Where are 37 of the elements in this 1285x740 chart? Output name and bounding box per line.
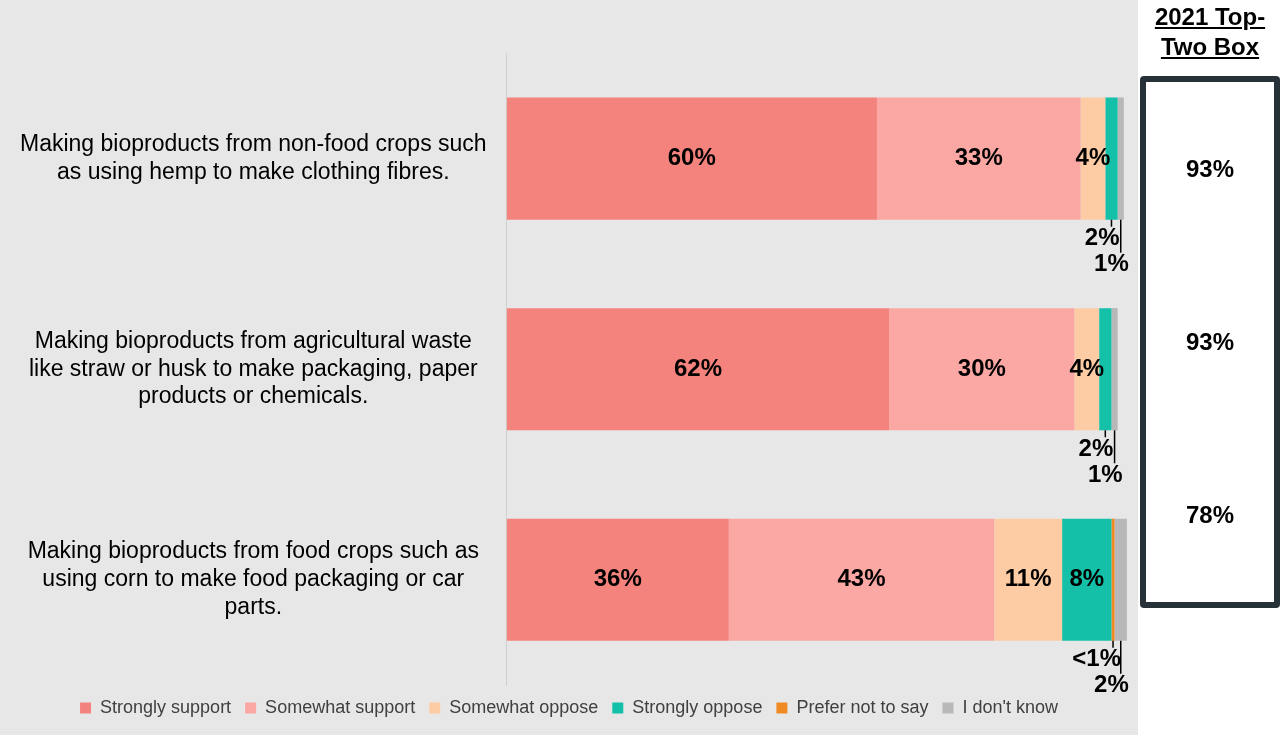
legend-label: Strongly oppose [632, 696, 763, 717]
data-label: 43% [837, 564, 886, 592]
bar [728, 518, 995, 641]
text: 2021 Top-Two Box [1153, 2, 1267, 62]
legend-label: Somewhat support [265, 696, 416, 717]
data-label: 2% [1078, 433, 1114, 461]
bar [1111, 518, 1115, 641]
text: 93% [1184, 327, 1235, 356]
data-label: 2% [1084, 223, 1120, 251]
data-label: 1% [1087, 459, 1123, 487]
data-label: 8% [1069, 564, 1105, 592]
data-label: 2% [1094, 670, 1129, 698]
legend-label: Somewhat oppose [449, 696, 599, 717]
data-label: 36% [593, 564, 642, 592]
text: 78% [1184, 501, 1235, 530]
data-label: 1% [1094, 249, 1129, 277]
bar [506, 308, 890, 431]
data-label: 11% [1004, 564, 1052, 592]
y-tick-label: Making bioproducts from agricultural waste like straw or husk to make packaging, paper products or chemicals. [28, 326, 479, 409]
y-tick-label: Making bioproducts from non-food crops such as using hemp to make clothing fibres. [19, 130, 487, 184]
legend-label: I don't know [962, 696, 1059, 717]
data-label: 33% [954, 143, 1003, 171]
data-label: 30% [957, 353, 1006, 381]
text: 93% [1184, 154, 1235, 183]
bar [1062, 518, 1112, 641]
legend-label: Prefer not to say [796, 696, 929, 717]
data-label: <1% [1072, 644, 1122, 672]
y-tick-label: Making bioproducts from food crops such as using corn to make food packaging or car parts. [27, 537, 479, 619]
bar [994, 518, 1063, 641]
bar [1111, 308, 1118, 431]
bar [506, 518, 729, 641]
legend-label: Strongly support [100, 696, 232, 717]
bar [1117, 97, 1124, 220]
data-label: 60% [667, 143, 716, 171]
bar [506, 97, 877, 220]
data-label: 62% [673, 353, 722, 381]
bar [1114, 518, 1127, 641]
